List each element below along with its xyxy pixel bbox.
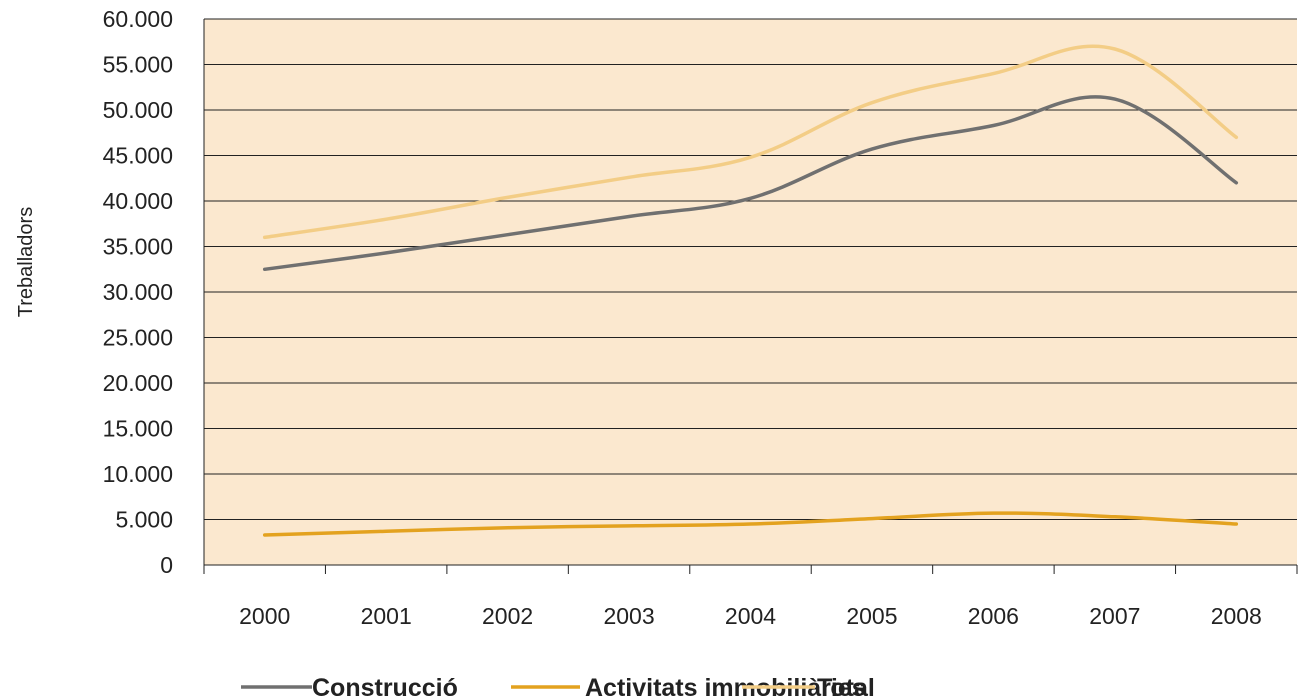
- y-tick-label: 0: [160, 552, 173, 578]
- y-tick-label: 5.000: [115, 507, 173, 533]
- y-tick-label: 40.000: [103, 188, 173, 214]
- series-line-activitats-immobiliaries: [262, 511, 1239, 537]
- y-tick-labels: 0 5.000 10.000 15.000 20.000 25.000 30.000 35.0…: [103, 6, 173, 578]
- x-tick-label: 2000: [239, 603, 290, 629]
- y-tick-label: 50.000: [103, 97, 173, 123]
- y-tick-label: 55.000: [103, 52, 173, 78]
- legend-label-construccio: Construcció: [312, 674, 458, 699]
- x-tick-label: 2006: [968, 603, 1019, 629]
- series-lines: [262, 44, 1239, 537]
- gridlines: [204, 18, 1297, 520]
- x-tick-labels: 2000 2001 2002 2003 2004 2005 2006 2007 2008: [239, 603, 1262, 629]
- y-tick-label: 35.000: [103, 234, 173, 260]
- legend-label-total: Total: [817, 674, 875, 699]
- y-axis-title: Treballadors: [15, 207, 37, 317]
- y-tick-label: 10.000: [103, 461, 173, 487]
- x-tick-label: 2001: [361, 603, 412, 629]
- x-tick-label: 2002: [482, 603, 533, 629]
- y-tick-label: 20.000: [103, 370, 173, 396]
- x-tick-label: 2007: [1089, 603, 1140, 629]
- y-tick-label: 30.000: [103, 279, 173, 305]
- x-tick-label: 2008: [1211, 603, 1262, 629]
- axes: [203, 19, 1298, 574]
- y-tick-label: 15.000: [103, 416, 173, 442]
- y-tick-label: 25.000: [103, 325, 173, 351]
- legend-label-activitats-immobiliaries: Activitats immobiliàries: [585, 674, 866, 699]
- x-tick-label: 2004: [725, 603, 776, 629]
- y-tick-label: 45.000: [103, 143, 173, 169]
- series-line-total: [262, 44, 1239, 240]
- y-tick-label: 60.000: [103, 6, 173, 32]
- x-tick-label: 2005: [846, 603, 897, 629]
- series-line-construccio: [262, 95, 1239, 272]
- x-tick-label: 2003: [603, 603, 654, 629]
